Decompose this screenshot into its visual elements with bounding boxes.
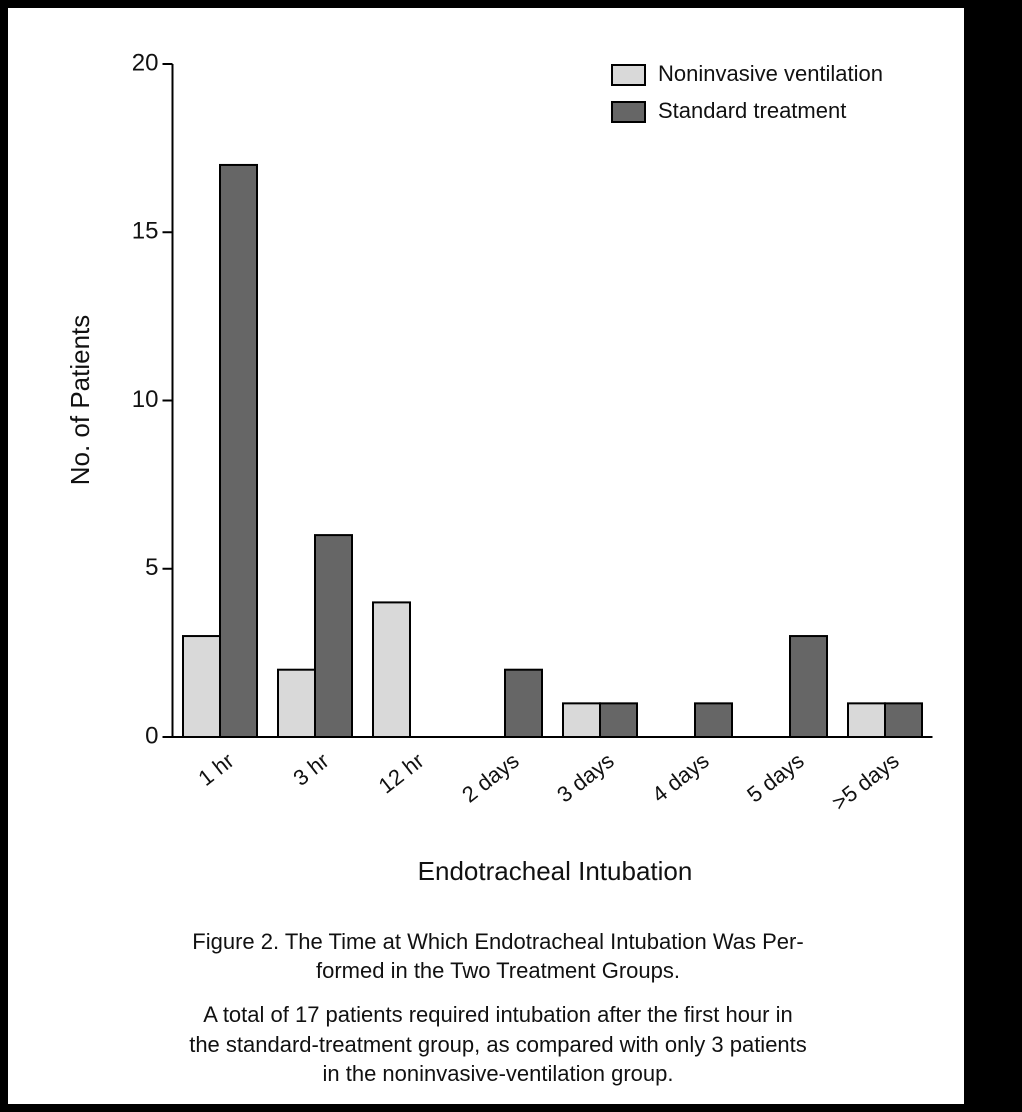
caption-text: A total of 17 patients required intubati… (203, 1002, 792, 1027)
panel (8, 8, 964, 1104)
caption-title: formed in the Two Treatment Groups. (316, 958, 680, 983)
caption-text: in the noninvasive-ventilation group. (322, 1061, 673, 1086)
bar (182, 635, 221, 738)
bar (504, 668, 543, 739)
y-tick-label: 20 (132, 49, 159, 76)
y-tick-label: 5 (145, 554, 158, 581)
caption-text: the standard-treatment group, as compare… (189, 1032, 807, 1057)
bar (372, 601, 411, 739)
y-tick-label: 10 (132, 386, 159, 413)
y-tick-label: 15 (132, 218, 159, 245)
legend-label: Noninvasive ventilation (658, 61, 883, 86)
bar (847, 702, 886, 738)
caption-title: Figure 2. The Time at Which Endotracheal… (192, 929, 803, 954)
bar (789, 635, 828, 738)
bar (599, 702, 638, 738)
bar (314, 534, 353, 738)
legend-swatch (611, 101, 646, 123)
bar (562, 702, 601, 738)
bar (884, 702, 923, 738)
bar (219, 163, 258, 738)
bar (694, 702, 733, 738)
legend-swatch (611, 64, 646, 86)
y-axis-label: No. of Patients (65, 315, 95, 486)
bar (277, 668, 316, 739)
x-axis-label: Endotracheal Intubation (418, 856, 693, 886)
y-tick-label: 0 (145, 722, 158, 749)
legend-label: Standard treatment (658, 98, 846, 123)
